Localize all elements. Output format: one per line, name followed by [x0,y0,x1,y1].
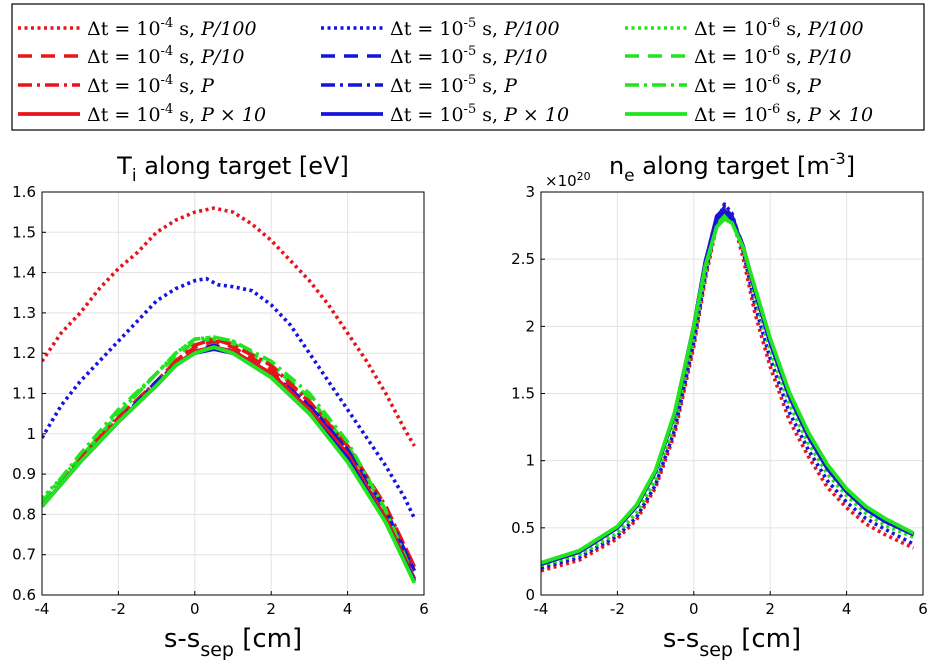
x-tick-label: 0 [190,600,200,618]
x-tick-label: 4 [842,600,852,618]
y-tick-label: 0.5 [511,519,535,537]
series-line-solid-green [42,345,417,584]
axes-frame [540,191,924,596]
y-tick-label: 0.9 [12,465,36,483]
series-line-dashdot-green [541,214,915,566]
legend-entry-label: Δt = 10-6 s, P × 10 [694,102,873,126]
y-tick-label: 0.6 [12,586,36,604]
y-tick-label: 2.5 [511,250,535,268]
x-tick-label: 6 [918,600,928,618]
y-tick-label: 1 [525,452,535,470]
y-tick-label: 1 [26,425,36,443]
x-tick-label: 6 [419,600,429,618]
legend-entry-label: Δt = 10-5 s, P/100 [390,16,560,40]
x-tick-label: 4 [343,600,353,618]
legend-entry-label: Δt = 10-5 s, P × 10 [390,102,569,126]
y-tick-label: 1.6 [12,183,36,201]
series-line-dotted-red [541,205,915,573]
chart-title: ne along target [m-3] [609,149,855,186]
legend: Δt = 10-4 s, P/100 Δt = 10-5 s, P/100 Δt =… [11,3,925,131]
legend-entry-label: Δt = 10-4 s, P/10 [87,44,244,68]
series-line-dashdot-green [42,335,417,580]
x-tick-label: 2 [765,600,775,618]
ti-plot: -4 -2 0 2 4 6 0.6 0.7 0.8 0.9 1 1.1 1.2 1.3 1.4 1.5 1.6 T… [12,152,429,661]
x-tick-label: 0 [689,600,699,618]
series-line-dashed-red [541,209,915,566]
series-line-dashed-red [42,339,417,568]
x-axis-label: s-ssep [cm] [164,624,302,661]
legend-entry-label: Δt = 10-6 s, P/10 [694,44,851,68]
y-tick-label: 0 [525,586,535,604]
legend-entry-label: Δt = 10-4 s, P × 10 [87,102,266,126]
series-line-solid-red [541,208,915,566]
series-line-dashed-blue [42,343,417,572]
x-tick-label: -2 [111,600,126,618]
legend-box [11,3,925,131]
chart-title: Ti along target [eV] [116,152,349,186]
legend-entry-label: Δt = 10-4 s, P/100 [87,16,257,40]
series-line-dotted-blue [541,202,915,570]
series-line-dashdot-red [541,209,915,566]
series-line-dotted-green [541,209,915,568]
y-tick-label: 3 [525,183,535,201]
series-line-dashed-green [541,214,915,566]
x-tick-label: -4 [534,600,549,618]
series-line-dashdot-blue [541,206,915,566]
series-line-dotted-blue [42,276,417,520]
y-tick-label: 0.7 [12,546,36,564]
x-axis-label: s-ssep [cm] [663,624,801,661]
legend-entry-label: Δt = 10-5 s, P [390,73,518,97]
y-tick-label: 1.4 [12,264,36,282]
series-line-dashed-blue [541,206,915,566]
legend-entry-label: Δt = 10-6 s, P/100 [694,16,864,40]
series-line-dashdot-red [42,337,417,568]
y-tick-label: 1.1 [12,385,36,403]
y-tick-label: 1.5 [511,385,535,403]
ne-plot: -4 -2 0 2 4 6 0 0.5 1 1.5 2 2.5 3 ne along target [m-… [511,149,928,661]
legend-entry-label: Δt = 10-6 s, P [694,73,822,97]
legend-entry-label: Δt = 10-4 s, P [87,73,215,97]
legend-entry-label: Δt = 10-5 s, P/10 [390,44,547,68]
series-line-solid-blue [541,208,915,566]
y-tick-label: 1.5 [12,223,36,241]
y-tick-label: 1.2 [12,344,36,362]
x-tick-label: -2 [610,600,625,618]
axes-frame [41,191,425,596]
y-tick-label: 1.3 [12,304,36,322]
series-line-solid-green [541,216,915,565]
y-tick-label: 2 [525,317,535,335]
x-tick-label: -4 [35,600,50,618]
axis-multiplier: ×1020 [545,170,591,190]
y-tick-label: 0.8 [12,505,36,523]
series-line-dotted-red [42,206,416,447]
x-tick-label: 2 [266,600,276,618]
